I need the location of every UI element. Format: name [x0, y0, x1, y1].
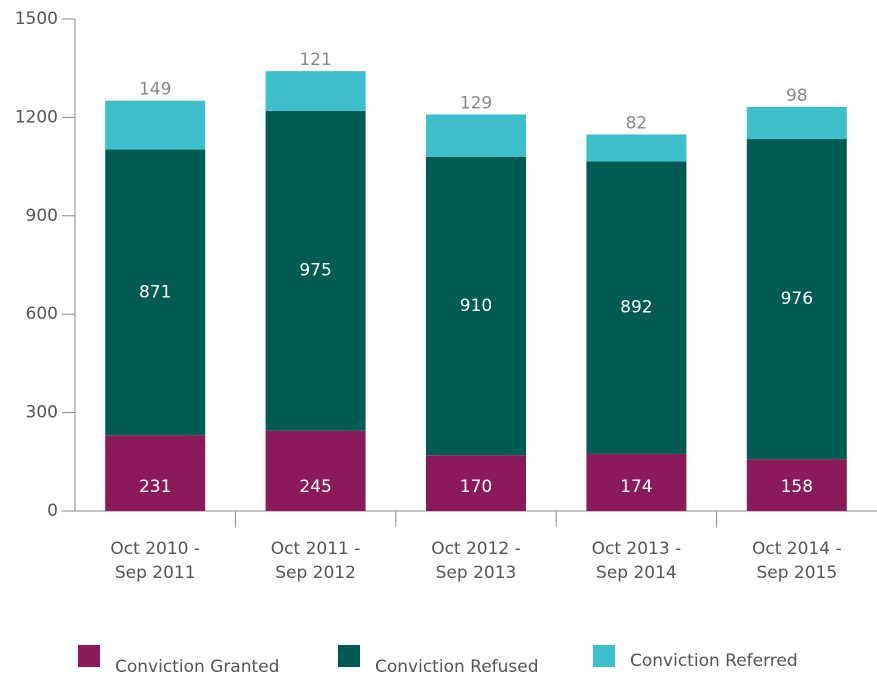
x-tick-label: Oct 2013 -: [592, 539, 682, 559]
x-tick-label: Sep 2011: [115, 563, 196, 583]
data-label: 121: [299, 50, 331, 70]
y-tick-label: 0: [47, 501, 58, 521]
data-label: 975: [299, 261, 331, 281]
bar-segment: [746, 459, 847, 511]
bar-segment: [265, 110, 366, 431]
x-tick-label: Oct 2012 -: [431, 539, 521, 559]
x-tick-label: Oct 2014 -: [752, 539, 842, 559]
bar-segment: [746, 139, 847, 460]
bar-segment: [426, 156, 526, 456]
y-tick-label: 1500: [15, 9, 58, 29]
x-tick-label: Sep 2013: [436, 563, 517, 583]
bar-segment: [746, 106, 847, 140]
x-tick-label: Oct 2011 -: [271, 539, 361, 559]
legend-label: Conviction Referred: [630, 651, 798, 671]
data-label: 976: [781, 289, 813, 309]
bar-segment: [105, 435, 206, 511]
data-label: 245: [299, 477, 331, 497]
x-tick-label: Sep 2012: [275, 563, 356, 583]
data-label: 82: [626, 113, 648, 133]
legend-label: Conviction Granted: [115, 657, 279, 677]
x-tick-label: Sep 2015: [756, 563, 837, 583]
data-label: 158: [781, 477, 813, 497]
bar-segment: [105, 100, 206, 150]
data-label: 129: [460, 93, 492, 113]
x-tick-label: Oct 2010 -: [110, 539, 200, 559]
y-tick-label: 600: [26, 304, 58, 324]
bar-segment: [586, 134, 687, 162]
data-label: 871: [139, 282, 171, 302]
bar-segment: [586, 453, 687, 511]
legend-swatch: [78, 645, 100, 667]
bar-segment: [426, 455, 526, 511]
legend-label: Conviction Refused: [375, 657, 539, 677]
data-label: 910: [460, 296, 492, 316]
y-tick-label: 1200: [15, 107, 58, 127]
legend-swatch: [338, 645, 360, 667]
data-label: 174: [620, 477, 652, 497]
data-label: 892: [620, 298, 652, 318]
data-label: 98: [786, 86, 808, 106]
bar-segment: [426, 114, 526, 157]
bar-segment: [265, 71, 366, 111]
y-tick-label: 300: [26, 403, 58, 423]
data-label: 170: [460, 477, 492, 497]
legend-swatch: [593, 645, 615, 667]
x-tick-label: Sep 2014: [596, 563, 677, 583]
bar-segment: [265, 430, 366, 511]
bar-segment: [105, 149, 206, 436]
data-label: 149: [139, 80, 171, 100]
data-label: 231: [139, 477, 171, 497]
bar-segment: [586, 161, 687, 454]
y-tick-label: 900: [26, 206, 58, 226]
